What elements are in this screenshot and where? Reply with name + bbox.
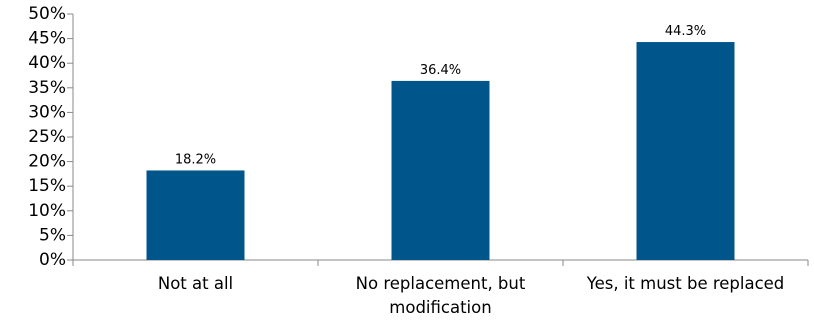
y-tick-label: 15%	[28, 176, 66, 196]
bar	[146, 170, 245, 260]
category-label: Not at all	[158, 274, 233, 293]
y-tick-label: 40%	[28, 53, 66, 73]
y-tick-label: 30%	[28, 102, 66, 122]
category-label-line: Not at all	[158, 274, 233, 293]
data-labels: 18.2% 36.4% 44.3%	[175, 24, 706, 167]
y-tick-label: 10%	[28, 201, 66, 221]
y-tick-label: 25%	[28, 127, 66, 147]
y-tick-label: 35%	[28, 78, 66, 98]
y-tick-label: 0%	[39, 250, 66, 270]
x-axis: Not at all No replacement, but modificatio…	[72, 259, 809, 317]
bar-series	[146, 42, 735, 260]
bar	[636, 42, 735, 260]
category-label-line: Yes, it must be replaced	[586, 274, 785, 293]
y-axis: 0% 5% 10% 15% 20% 25% 30% 35% 40% 45% 50%	[28, 4, 74, 270]
bar	[391, 80, 490, 260]
data-label: 36.4%	[420, 63, 461, 78]
data-label: 18.2%	[175, 152, 216, 167]
y-tick-label: 50%	[28, 4, 66, 24]
category-label-line: modification	[389, 298, 491, 317]
category-label: Yes, it must be replaced	[586, 274, 785, 293]
category-label-line: No replacement, but	[356, 274, 526, 293]
category-label: No replacement, but modification	[356, 274, 526, 317]
y-tick-label: 5%	[39, 225, 66, 245]
data-label: 44.3%	[665, 24, 706, 39]
y-tick-label: 45%	[28, 29, 66, 49]
y-tick-label: 20%	[28, 152, 66, 172]
